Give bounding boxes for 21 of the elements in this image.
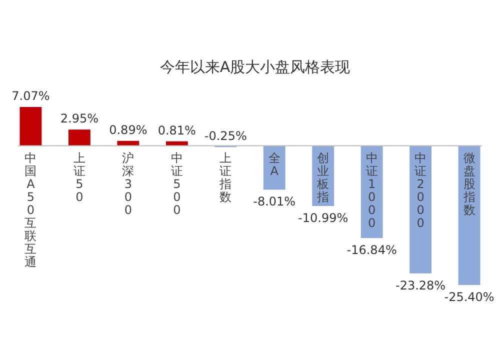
x-tick-label: 上证50 bbox=[73, 150, 86, 204]
data-label: -25.40% bbox=[444, 290, 494, 304]
data-label: 2.95% bbox=[60, 112, 99, 126]
x-tick-label: 全A bbox=[268, 150, 280, 178]
data-label: -10.99% bbox=[298, 211, 348, 226]
chart-title: 今年以来A股大小盘风格表现 bbox=[160, 58, 350, 76]
category-label: 中国A50互联互通 bbox=[24, 150, 37, 269]
x-tick-label: 上证指数 bbox=[218, 150, 232, 204]
data-label: 0.89% bbox=[109, 122, 148, 137]
x-tick-label: 创业板指 bbox=[316, 150, 330, 204]
data-label: -8.01% bbox=[253, 194, 296, 209]
data-label: -0.25% bbox=[204, 129, 247, 144]
x-tick-label: 沪深300 bbox=[122, 150, 134, 217]
data-label: 7.07% bbox=[12, 89, 50, 103]
data-label: -23.28% bbox=[396, 278, 446, 292]
x-tick-label: 微盘股指数 bbox=[462, 150, 476, 217]
data-label: 0.81% bbox=[158, 123, 196, 138]
x-tick-label: 中证500 bbox=[170, 150, 183, 217]
x-tick-label: 中证1000 bbox=[366, 150, 378, 230]
data-label: -16.84% bbox=[346, 243, 397, 258]
x-tick-label: 中证2000 bbox=[414, 150, 427, 230]
